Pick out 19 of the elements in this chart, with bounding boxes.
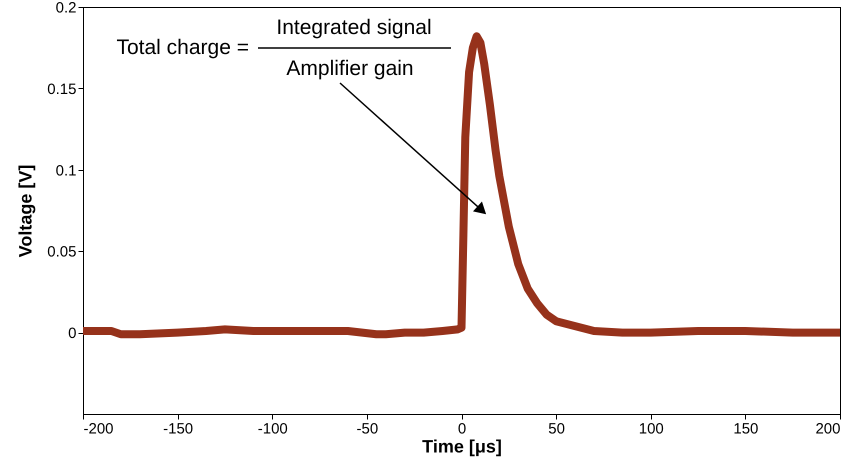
y-tick-label: 0.1 <box>56 162 76 180</box>
x-tick-label: 0 <box>458 420 466 438</box>
x-tick-label: 200 <box>815 420 840 438</box>
x-tick-label: 100 <box>638 420 664 438</box>
y-tick-label: 0.05 <box>47 244 76 261</box>
annotation: Amplifier gain <box>286 57 414 80</box>
x-tick-label: 150 <box>733 420 758 438</box>
y-axis-title: Voltage [V] <box>15 164 36 258</box>
x-axis-title: Time [μs] <box>422 436 502 456</box>
y-tick-label: 0.2 <box>56 0 76 16</box>
annotation: Total charge = <box>116 36 249 59</box>
x-tick-label: 50 <box>548 420 565 438</box>
x-tick-label: -100 <box>258 420 288 438</box>
x-tick-label: -50 <box>356 420 378 438</box>
x-tick-label: -150 <box>163 420 194 438</box>
y-tick-label: 0.15 <box>47 80 76 98</box>
annotation: Integrated signal <box>276 16 432 39</box>
x-tick-label: -200 <box>84 420 114 438</box>
y-tick-label: 0 <box>68 325 76 342</box>
